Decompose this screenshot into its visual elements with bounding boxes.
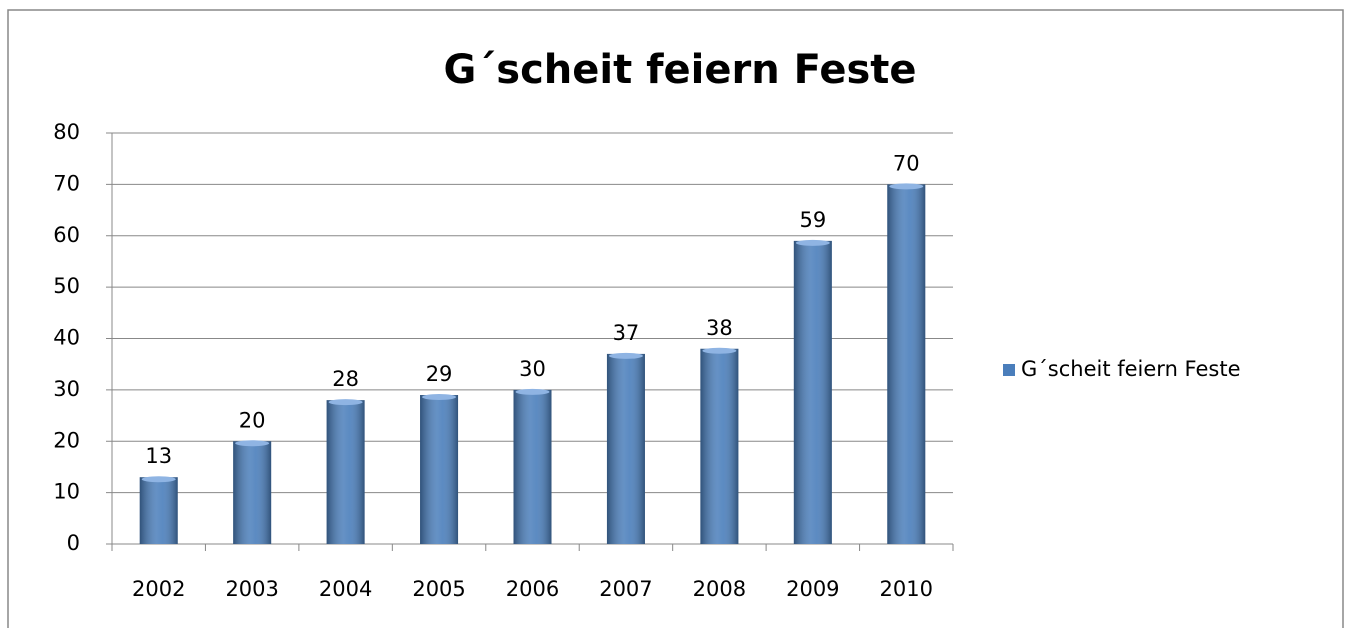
y-tick-label: 20: [53, 428, 80, 452]
bar-cap: [235, 440, 270, 447]
bar-cap: [328, 399, 363, 406]
data-label: 29: [426, 362, 453, 386]
y-tick-label: 0: [67, 531, 80, 555]
x-tick-label: 2003: [225, 577, 278, 601]
data-label: 38: [706, 316, 733, 340]
legend-swatch: [1003, 364, 1015, 376]
y-tick-label: 30: [53, 377, 80, 401]
bar-shade: [887, 184, 926, 544]
data-label: 37: [613, 321, 640, 345]
legend-label: G´scheit feiern Feste: [1021, 357, 1241, 381]
bar-shade: [793, 240, 832, 544]
bar-cap: [608, 352, 643, 359]
y-tick-label: 80: [53, 120, 80, 144]
x-tick-label: 2007: [599, 577, 652, 601]
bar-cap: [795, 239, 830, 246]
bar-shade: [326, 400, 365, 544]
x-tick-label: 2010: [880, 577, 933, 601]
bar-shade: [606, 353, 645, 544]
bar-cap: [422, 394, 457, 401]
bar-cap: [515, 388, 550, 395]
x-tick-label: 2005: [412, 577, 465, 601]
data-label: 59: [799, 208, 826, 232]
data-label: 70: [893, 151, 920, 175]
y-tick-label: 60: [53, 223, 80, 247]
bar-shade: [513, 389, 552, 544]
x-tick-label: 2008: [693, 577, 746, 601]
x-tick-label: 2002: [132, 577, 185, 601]
y-tick-label: 50: [53, 274, 80, 298]
bar-shade: [233, 441, 272, 544]
bar-cap: [889, 183, 924, 190]
bar-shade: [420, 395, 459, 544]
chart-border: [7, 9, 1344, 628]
bar-cap: [141, 476, 176, 483]
data-label: 20: [239, 408, 266, 432]
data-label: 28: [332, 367, 359, 391]
x-tick-label: 2009: [786, 577, 839, 601]
data-label: 13: [145, 444, 172, 468]
x-tick-label: 2004: [319, 577, 372, 601]
bar-cap: [702, 347, 737, 354]
data-label: 30: [519, 357, 546, 381]
bar-shade: [139, 477, 178, 544]
y-tick-label: 10: [53, 480, 80, 504]
y-tick-label: 70: [53, 171, 80, 195]
x-tick-label: 2006: [506, 577, 559, 601]
chart-title: G´scheit feiern Feste: [443, 47, 916, 93]
y-tick-label: 40: [53, 326, 80, 350]
bar-shade: [700, 348, 739, 544]
